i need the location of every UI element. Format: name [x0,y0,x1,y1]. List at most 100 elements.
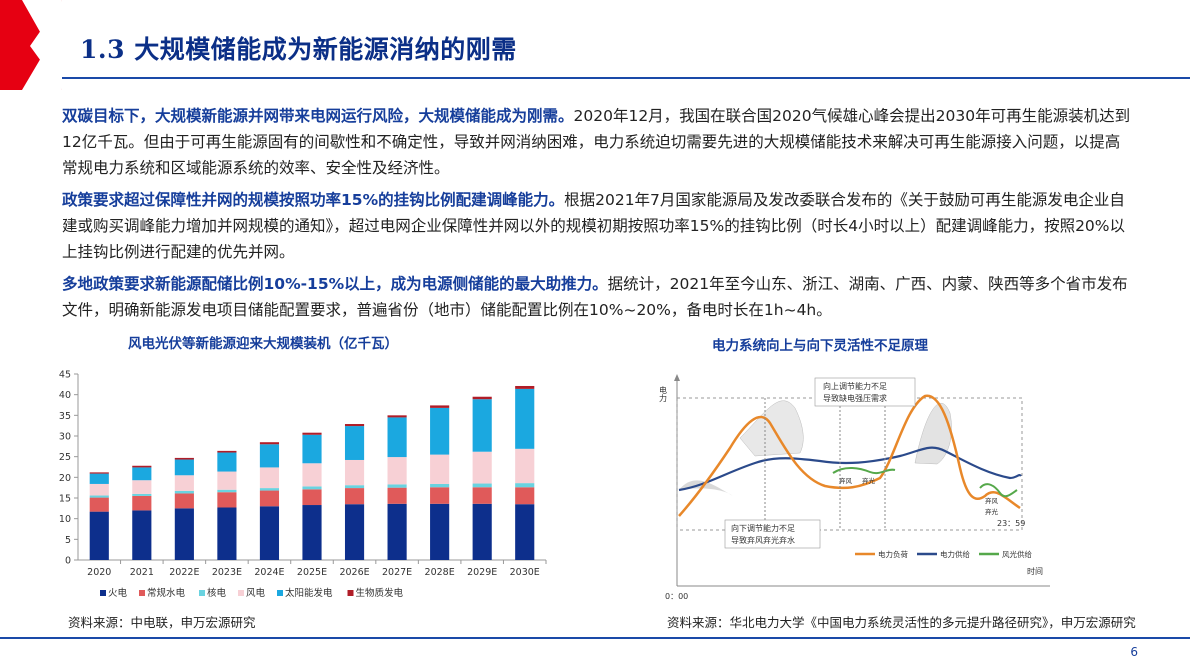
stacked-bar-chart: 0 5 10 15 20 25 30 35 40 45 2020 2021 2022E 2023E 2024… [59,370,547,599]
bar-segment [430,487,450,504]
legend-supply-label: 电力供给 [940,549,970,559]
bar-segment [217,489,237,493]
paragraph-2: 政策要求超过保障性并网的规模按照功率15%的挂钩比例配建调峰能力。根据2021年… [62,187,1132,265]
bar-segment [430,483,450,488]
legend-label: 风电 [246,587,266,599]
title-divider [62,77,1190,79]
paragraph-1: 双碳目标下，大规模新能源并网带来电网运行风险，大规模储能成为刚需。2020年12… [62,103,1132,181]
x-tick-label: 2029E [467,567,497,578]
bar-segment [302,463,322,487]
x-tick-label: 2020 [87,567,111,578]
bar-segment [387,487,407,504]
legend-label: 常规水电 [147,587,186,599]
y-tick-label: 15 [59,494,71,505]
y-tick-label: 25 [59,452,71,463]
bar-segment [302,489,322,506]
x-tick-label: 2023E [212,567,242,578]
bar-segment [217,450,237,453]
bar-segment [344,485,365,489]
bar-segment [515,487,535,505]
legend-swatch [238,590,244,596]
legend-swatch [199,590,205,596]
bar-segment [472,396,492,400]
legend-label: 核电 [207,587,227,599]
bar-segment [515,448,535,484]
x-tick-label: 2024E [254,567,284,578]
load-curve [678,394,1021,517]
bar-segment [132,495,152,511]
paragraph-3-lead: 多地政策要求新能源配储比例10%-15%以上，成为电源侧储能的最大助推力。 [62,275,608,293]
right-figure-source: 资料来源：华北电力大学《中国电力系统灵活性的多元提升路径研究》，申万宏源研究 [667,615,1136,630]
bar-segment [174,459,194,476]
bar-segment [302,432,322,435]
bar-segment [472,399,492,452]
slide-title: 1.3 大规模储能成为新能源消纳的刚需 [80,35,517,64]
bar-segment [302,505,322,560]
bar-segment [174,508,194,560]
bar-segment [387,415,407,418]
y-tick-label: 45 [59,370,71,381]
y-tick-label: 0 [65,556,71,567]
bar-segment [217,492,237,508]
bar-segment [472,451,492,484]
deficit-region-mid [739,400,804,457]
y-axis-label: 电力 [659,385,668,403]
tag-right-2: 弃光 [985,507,999,516]
callout-up-line1: 向上调节能力不足 [823,381,887,391]
x-axis-label: 时间 [1027,566,1043,576]
y-axis-arrow [674,374,680,381]
bar-segment [174,493,194,509]
bar-segment [89,473,109,484]
y-tick-label: 35 [59,411,71,422]
y-tick-label: 5 [65,535,71,546]
legend-swatch [100,590,106,596]
x-axis-end: 23：59 [997,519,1025,528]
bar-segment [174,475,194,491]
legend-label: 生物质发电 [356,587,404,599]
callout-up-box [814,377,916,407]
footer-divider [0,637,1190,639]
bar-segment [430,503,450,560]
bar-segment [515,385,535,389]
bar-segment [89,511,109,560]
deficit-region-left [679,480,733,496]
left-figure-source: 资料来源：中电联，申万宏源研究 [68,615,256,630]
legend-label: 火电 [108,587,128,599]
bar-segment [259,444,280,468]
bar-segment [89,495,109,498]
bar-segment [472,503,492,560]
x-axis-start: 0：00 [665,592,688,601]
legend-swatch [139,590,145,596]
x-tick-label: 2028E [425,567,455,578]
y-tick-label: 30 [59,432,71,443]
callout-down-line2: 导致弃风弃光弃水 [731,535,795,545]
time-frame [676,397,1023,531]
bar-segment [344,504,365,560]
legend-renewable-label: 风光供给 [1002,549,1032,559]
bar-segment [515,388,535,449]
x-tick-label: 2021 [130,567,154,578]
x-tick-label: 2022E [169,567,199,578]
bar-segment [174,457,194,460]
renewable-curve-left [832,467,896,475]
bar-segment [174,490,194,494]
tag-left-2: 弃光 [862,476,876,485]
paragraph-1-text: 2020年12月，我国在联合国2020气候雄心峰会提出2030年可再生能源装机达… [62,107,1131,177]
y-tick-label: 10 [59,514,71,525]
bar-segment [132,467,152,481]
legend-load-label: 电力负荷 [878,549,908,559]
bar-segment [344,424,365,427]
bar-segment [259,490,280,507]
y-tick-label: 20 [59,473,71,484]
paragraph-3: 多地政策要求新能源配储比例10%-15%以上，成为电源侧储能的最大助推力。据统计… [62,271,1132,323]
bar-segment [387,503,407,560]
bar-segment [259,442,280,445]
bar-segment [387,457,407,485]
left-figure-title: 风电光伏等新能源迎来大规模装机（亿千瓦） [128,336,398,352]
bar-segment [132,480,152,494]
bar-segment [89,472,109,474]
bar-segment [387,484,407,488]
page-number: 6 [1130,645,1138,659]
legend-label: 太阳能发电 [285,587,333,599]
bar-segment [515,483,535,488]
